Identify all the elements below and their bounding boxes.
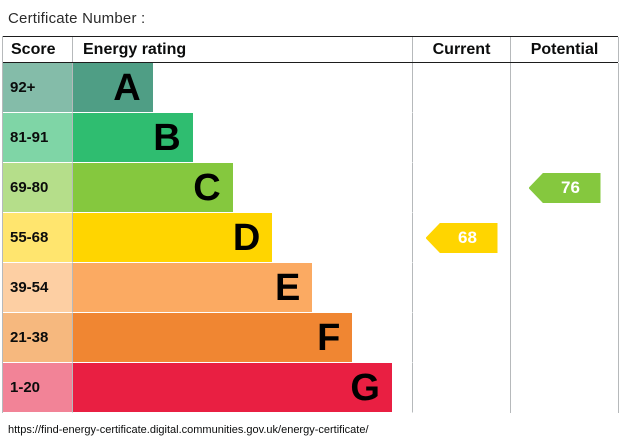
band-letter: E <box>274 266 301 309</box>
band-bar: E <box>73 263 313 312</box>
rating-cell: F <box>73 313 413 363</box>
band-letter: F <box>317 316 341 359</box>
band-row: 21-38 F <box>3 313 619 363</box>
current-cell <box>413 163 511 213</box>
potential-cell <box>511 313 619 363</box>
footer-url: https://find-energy-certificate.digital.… <box>8 424 369 436</box>
band-bar: F <box>73 313 353 362</box>
current-cell: 68 <box>413 213 511 263</box>
rating-cell: C <box>73 163 413 213</box>
current-cell <box>413 113 511 163</box>
band-row: 81-91 B <box>3 113 619 163</box>
current-cell <box>413 363 511 413</box>
current-cell <box>413 313 511 363</box>
band-letter: G <box>350 366 380 409</box>
band-letter: C <box>193 166 221 209</box>
band-row: 39-54 E <box>3 263 619 313</box>
band-letter: D <box>232 216 261 259</box>
band-score: 81-91 <box>3 113 73 163</box>
band-bar: C <box>73 163 233 212</box>
band-bar: A <box>73 63 153 112</box>
band-row: 55-68 D 68 <box>3 213 619 263</box>
rating-cell: G <box>73 363 413 413</box>
potential-cell <box>511 213 619 263</box>
potential-cell <box>511 63 619 113</box>
potential-cell <box>511 263 619 313</box>
band-row: 69-80 C 76 <box>3 163 619 213</box>
band-score: 39-54 <box>3 263 73 313</box>
band-score: 1-20 <box>3 363 73 413</box>
header-potential: Potential <box>511 37 619 62</box>
energy-rating-chart: Score Energy rating Current Potential 92… <box>2 36 619 413</box>
band-rows: 92+ A 81-91 B 69-80 C 76 55-68 D <box>3 63 619 413</box>
band-row: 1-20 G <box>3 363 619 413</box>
band-bar: B <box>73 113 193 162</box>
current-rating-arrow: 68 <box>425 223 498 253</box>
rating-cell: D <box>73 213 413 263</box>
band-score: 21-38 <box>3 313 73 363</box>
header-energy-rating: Energy rating <box>73 37 413 62</box>
rating-cell: A <box>73 63 413 113</box>
band-row: 92+ A <box>3 63 619 113</box>
band-letter: A <box>113 66 141 109</box>
potential-cell <box>511 113 619 163</box>
potential-cell: 76 <box>511 163 619 213</box>
chart-header-row: Score Energy rating Current Potential <box>3 36 619 63</box>
potential-rating-arrow: 76 <box>528 173 601 203</box>
band-score: 69-80 <box>3 163 73 213</box>
current-cell <box>413 63 511 113</box>
potential-cell <box>511 363 619 413</box>
current-cell <box>413 263 511 313</box>
header-current: Current <box>413 37 511 62</box>
rating-cell: B <box>73 113 413 163</box>
band-letter: B <box>153 116 181 159</box>
band-bar: D <box>73 213 273 262</box>
band-score: 92+ <box>3 63 73 113</box>
band-score: 55-68 <box>3 213 73 263</box>
header-score: Score <box>3 37 73 62</box>
rating-cell: E <box>73 263 413 313</box>
certificate-number-label: Certificate Number : <box>8 10 146 27</box>
band-bar: G <box>73 363 392 412</box>
